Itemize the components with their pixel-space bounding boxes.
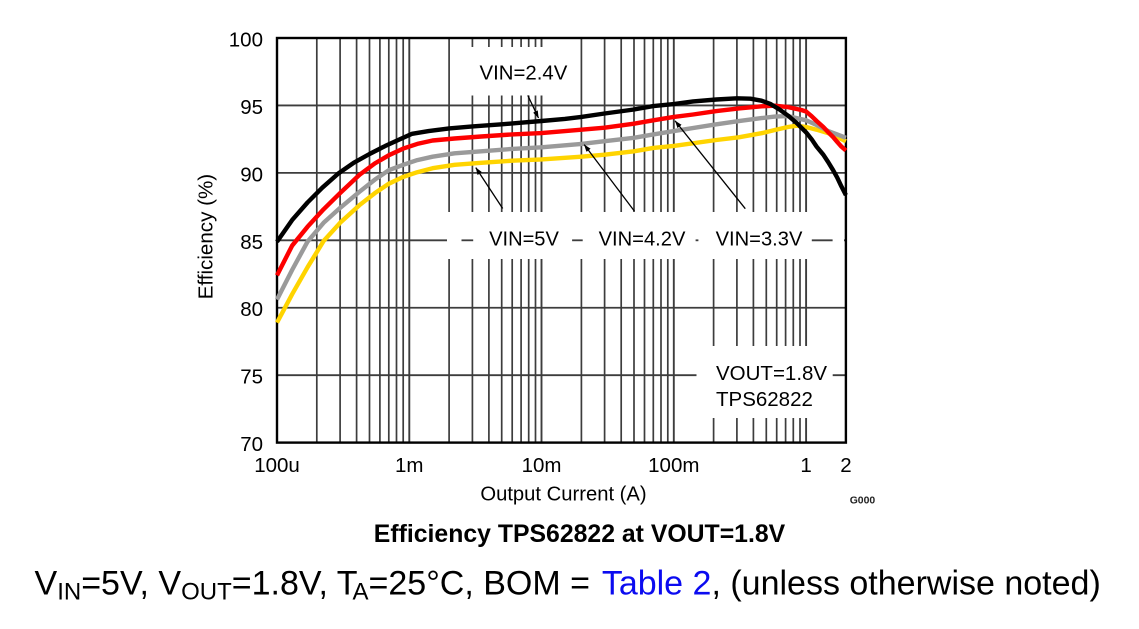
svg-text:100u: 100u (254, 454, 300, 477)
svg-text:85: 85 (240, 231, 263, 254)
svg-text:Efficiency (%): Efficiency (%) (195, 174, 218, 299)
svg-text:10m: 10m (522, 454, 562, 477)
svg-text:2: 2 (840, 454, 851, 477)
svg-text:1m: 1m (395, 454, 423, 477)
svg-text:95: 95 (240, 96, 263, 119)
svg-text:70: 70 (240, 433, 263, 456)
svg-text:Output Current (A): Output Current (A) (480, 483, 646, 506)
svg-text:VIN=4.2V: VIN=4.2V (599, 228, 686, 251)
svg-text:VIN=2.4V: VIN=2.4V (480, 61, 568, 84)
svg-text:VIN=5V, VOUT=1.8V, TA=25°C, BO: VIN=5V, VOUT=1.8V, TA=25°C, BOM = Table … (35, 565, 1101, 606)
svg-text:TPS62822: TPS62822 (716, 388, 813, 411)
svg-text:100m: 100m (648, 454, 699, 477)
svg-text:Efficiency TPS62822 at VOUT=1.: Efficiency TPS62822 at VOUT=1.8V (374, 520, 786, 548)
svg-text:VOUT=1.8V: VOUT=1.8V (716, 362, 827, 385)
svg-text:100: 100 (229, 29, 263, 52)
svg-text:G000: G000 (850, 495, 876, 507)
svg-text:VIN=3.3V: VIN=3.3V (716, 228, 803, 251)
svg-text:VIN=5V: VIN=5V (489, 228, 559, 251)
svg-text:80: 80 (240, 298, 263, 321)
svg-text:90: 90 (240, 163, 263, 186)
svg-text:1: 1 (800, 454, 811, 477)
svg-text:75: 75 (240, 366, 263, 389)
